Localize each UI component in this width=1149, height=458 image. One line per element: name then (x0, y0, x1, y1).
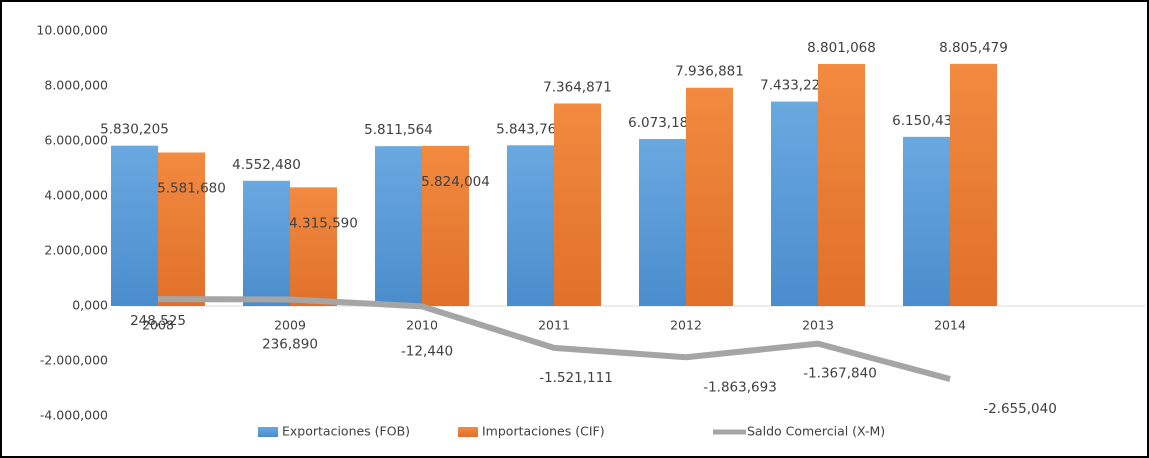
x-tick-label: 2014 (934, 318, 966, 333)
data-label: 5.830,205 (100, 122, 169, 138)
y-tick-label: 6.000,000 (44, 133, 108, 148)
x-tick-label: 2011 (538, 318, 570, 333)
bar (111, 145, 158, 306)
x-tick-label: 2010 (406, 318, 438, 333)
bar (639, 138, 686, 306)
data-label: 8.805,479 (939, 40, 1008, 56)
bar (158, 152, 205, 306)
data-label: 7.936,881 (675, 64, 744, 80)
data-label: 4.315,590 (289, 215, 358, 231)
y-tick-label: -4.000,000 (40, 408, 108, 423)
bar (686, 87, 733, 306)
bar (554, 103, 601, 306)
data-label: -1.863,693 (703, 379, 777, 395)
data-label: -12,440 (401, 343, 453, 359)
data-label: 248,525 (130, 313, 186, 329)
data-label: 7.433,228 (760, 78, 829, 94)
data-label: 6.150,439 (892, 113, 961, 129)
x-tick-label: 2012 (670, 318, 702, 333)
legend-label: Importaciones (CIF) (482, 424, 605, 439)
bar (243, 180, 290, 306)
y-tick-label: -2.000,000 (40, 353, 108, 368)
x-tick-label: 2009 (274, 318, 306, 333)
data-label: 8.801,068 (807, 40, 876, 56)
y-tick-label: 2.000,000 (44, 243, 108, 258)
bar (290, 187, 337, 306)
data-label: 5.824,004 (421, 174, 490, 190)
data-label: 6.073,188 (628, 115, 697, 131)
bar (950, 63, 997, 306)
data-label: 5.581,680 (157, 181, 226, 197)
line (157, 296, 951, 382)
data-label: -1.521,111 (539, 370, 613, 386)
bar (422, 145, 469, 306)
legend-label: Exportaciones (FOB) (282, 424, 410, 439)
legend-swatch (458, 427, 478, 437)
x-tick-label: 2013 (802, 318, 834, 333)
bar (375, 146, 422, 306)
data-label: -2.655,040 (983, 401, 1057, 417)
y-tick-label: 0,000 (72, 298, 108, 313)
bar (818, 63, 865, 307)
bar (903, 136, 950, 306)
data-label: 236,890 (262, 336, 318, 352)
bar (507, 145, 554, 306)
data-label: 5.843,760 (496, 121, 565, 137)
legend-swatch (258, 427, 278, 437)
x-tick-label: 2008 (142, 318, 174, 333)
y-tick-label: 8.000,000 (44, 78, 108, 93)
y-tick-label: 10.000,000 (36, 23, 108, 38)
data-label: 5.811,564 (364, 122, 433, 138)
y-tick-label: 4.000,000 (44, 188, 108, 203)
data-label: 7.364,871 (543, 79, 612, 95)
data-label: -1.367,840 (803, 366, 877, 382)
bar (771, 101, 818, 306)
data-label: 4.552,480 (232, 157, 301, 173)
legend-label: Saldo Comercial (X-M) (747, 424, 885, 439)
